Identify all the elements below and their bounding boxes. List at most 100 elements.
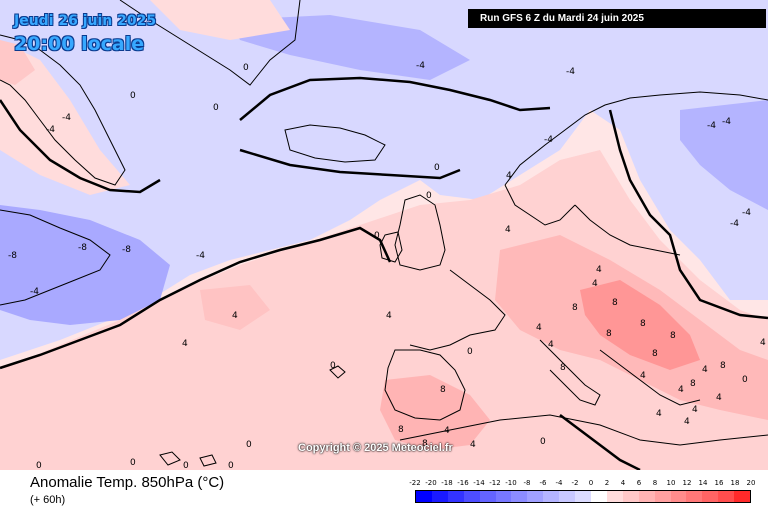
scale-label: -12 bbox=[489, 479, 501, 487]
contour-label: 4 bbox=[702, 365, 708, 375]
warm-anomaly-iberia bbox=[380, 375, 490, 450]
contour-label: 4 bbox=[444, 426, 450, 436]
warm-top-left bbox=[0, 40, 35, 85]
contour-label: 0 bbox=[130, 458, 136, 468]
forecast-offset: (+ 60h) bbox=[30, 494, 66, 506]
contour-label: -4 bbox=[742, 208, 751, 218]
copyright-notice: Copyright © 2025 Meteociel.fr bbox=[298, 442, 453, 454]
warm-greenland bbox=[0, 40, 130, 195]
contour-label: 8 bbox=[670, 331, 676, 341]
scale-label: 16 bbox=[714, 479, 724, 487]
contour-label: 4 bbox=[386, 311, 392, 321]
color-scale-bar bbox=[415, 490, 751, 503]
contour-label: 4 bbox=[640, 371, 646, 381]
contour-label: 4 bbox=[506, 171, 512, 181]
contour-label: -8 bbox=[78, 243, 87, 253]
zero-contour-north bbox=[0, 99, 161, 194]
cold-anomaly-area bbox=[0, 0, 768, 360]
scale-label: -10 bbox=[505, 479, 517, 487]
greenland-east-coast bbox=[119, 0, 301, 86]
forecast-date: Jeudi 26 juin 2025 bbox=[14, 13, 157, 29]
contour-label: 4 bbox=[760, 338, 766, 348]
zero-contour-scandinavia bbox=[608, 109, 768, 320]
contour-label: 4 bbox=[656, 409, 662, 419]
scale-swatch bbox=[431, 491, 448, 502]
contour-label: 4 bbox=[505, 225, 511, 235]
contour-label: 0 bbox=[246, 440, 252, 450]
contour-label: 4 bbox=[232, 311, 238, 321]
contour-label: 8 bbox=[606, 329, 612, 339]
scale-swatch bbox=[702, 491, 719, 502]
scale-swatch bbox=[718, 491, 735, 502]
north-africa-coast bbox=[399, 414, 768, 446]
scale-swatch bbox=[416, 491, 432, 502]
warm-top-center bbox=[150, 0, 290, 40]
contour-label: 4 bbox=[716, 393, 722, 403]
scale-swatch bbox=[527, 491, 544, 502]
scale-swatch bbox=[670, 491, 687, 502]
contour-label: 0 bbox=[467, 347, 473, 357]
contour-label: 4 bbox=[684, 417, 690, 427]
scale-label: 12 bbox=[682, 479, 692, 487]
contour-label: 8 bbox=[440, 385, 446, 395]
contour-label: -4 bbox=[566, 67, 575, 77]
contour-label: 0 bbox=[374, 231, 380, 241]
contour-label: 4 bbox=[692, 405, 698, 415]
scale-label: -18 bbox=[441, 479, 453, 487]
cold-anomaly-core bbox=[0, 205, 170, 325]
contour-label: 4 bbox=[548, 340, 554, 350]
scale-label: -4 bbox=[555, 479, 563, 487]
contour-label: -8 bbox=[122, 245, 131, 255]
contour-label: 0 bbox=[228, 461, 234, 470]
greenland-coast bbox=[0, 34, 126, 186]
contour-label: 8 bbox=[690, 379, 696, 389]
contour-label: 0 bbox=[183, 461, 189, 470]
contour-label: -4 bbox=[196, 251, 205, 261]
contour-label: 8 bbox=[720, 361, 726, 371]
scale-swatch bbox=[734, 491, 751, 502]
scale-swatch bbox=[622, 491, 639, 502]
coastlines bbox=[0, 0, 768, 467]
zero-contour-africa bbox=[559, 414, 641, 470]
scale-label: 14 bbox=[698, 479, 708, 487]
contour-label: 4 bbox=[470, 440, 476, 450]
azores bbox=[329, 365, 346, 379]
canada-coast bbox=[0, 209, 111, 306]
scale-swatch bbox=[511, 491, 528, 502]
contour-label: 0 bbox=[330, 361, 336, 371]
scale-label: -6 bbox=[539, 479, 547, 487]
british-isles bbox=[394, 194, 446, 271]
contour-label: 0 bbox=[742, 375, 748, 385]
scale-swatch bbox=[575, 491, 591, 502]
temperature-anomaly-map: 0 0 0 0 0 0 0 0 0 0 0 0 0 0 0 -4 -4 -4 -… bbox=[0, 0, 768, 470]
contour-label: 4 bbox=[596, 265, 602, 275]
canary-islands bbox=[159, 451, 217, 467]
scale-label: -22 bbox=[409, 479, 421, 487]
scale-swatch bbox=[463, 491, 480, 502]
scale-label: -20 bbox=[425, 479, 437, 487]
contour-label: 8 bbox=[640, 319, 646, 329]
model-run-banner: Run GFS 6 Z du Mardi 24 juin 2025 bbox=[468, 9, 766, 28]
cold-anomaly-east bbox=[680, 100, 768, 210]
italy-coast bbox=[539, 339, 601, 406]
zero-contour-arctic bbox=[239, 76, 551, 121]
scale-label: 20 bbox=[746, 479, 756, 487]
scale-swatch bbox=[447, 491, 464, 502]
scale-label: 0 bbox=[588, 479, 594, 487]
contour-label: -4 bbox=[707, 121, 716, 131]
contour-label: 0 bbox=[540, 437, 546, 447]
scale-swatch bbox=[590, 491, 607, 502]
contour-label: 0 bbox=[434, 163, 440, 173]
scale-label: 2 bbox=[604, 479, 610, 487]
scale-label: 18 bbox=[730, 479, 740, 487]
balkans-coast bbox=[599, 349, 701, 406]
warm-anomaly-area bbox=[0, 150, 768, 470]
contour-label: 8 bbox=[652, 349, 658, 359]
zero-contours bbox=[0, 76, 768, 470]
scale-swatch bbox=[495, 491, 512, 502]
baltic-coast bbox=[574, 204, 681, 256]
scale-label: 8 bbox=[652, 479, 658, 487]
contour-label: 8 bbox=[612, 298, 618, 308]
norway-south-coast bbox=[504, 184, 576, 226]
zero-contour-atlantic bbox=[0, 226, 392, 370]
